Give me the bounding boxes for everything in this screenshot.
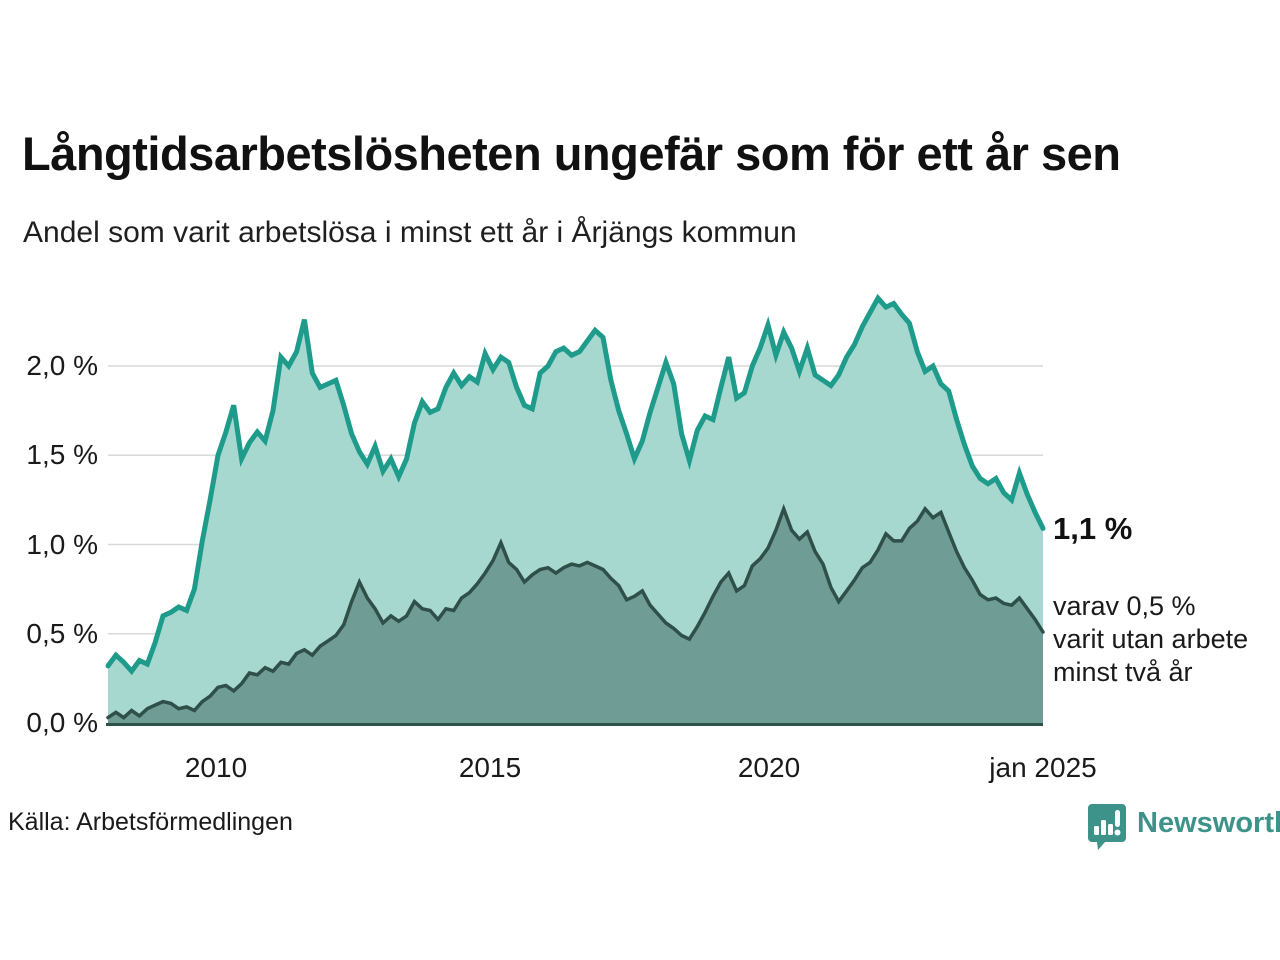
x-tick-jan-2025: jan 2025	[989, 752, 1097, 783]
end-sub-line-2: varit utan arbete	[1053, 624, 1249, 654]
y-tick-0-5: 0,5 %	[26, 618, 98, 649]
x-tick-2015: 2015	[458, 752, 522, 783]
end-value-label: 1,1 %	[1053, 511, 1133, 546]
x-tick-2010: 2010	[184, 752, 248, 783]
y-tick-2-0: 2,0 %	[26, 350, 98, 381]
y-tick-1-0: 1,0 %	[26, 529, 98, 560]
end-sub-annotation: varav 0,5 % varit utan arbete minst två …	[1053, 590, 1248, 689]
chart-subtitle: Andel som varit arbetslösa i minst ett å…	[23, 216, 797, 249]
chart-title: Långtidsarbetslösheten ungefär som för e…	[22, 127, 1121, 180]
series-layer	[105, 293, 1046, 723]
y-tick-0-0: 0,0 %	[26, 707, 98, 738]
source-note: Källa: Arbetsförmedlingen	[8, 808, 293, 836]
newsworthy-logo-icon	[1088, 804, 1126, 850]
x-tick-2020: 2020	[737, 752, 801, 783]
end-sub-line-3: minst två år	[1053, 657, 1193, 687]
newsworthy-logo: Newsworthy	[1086, 802, 1280, 850]
newsworthy-logo-text: Newsworthy	[1137, 807, 1280, 839]
y-tick-1-5: 1,5 %	[26, 439, 98, 470]
end-sub-line-1: varav 0,5 %	[1053, 591, 1196, 621]
